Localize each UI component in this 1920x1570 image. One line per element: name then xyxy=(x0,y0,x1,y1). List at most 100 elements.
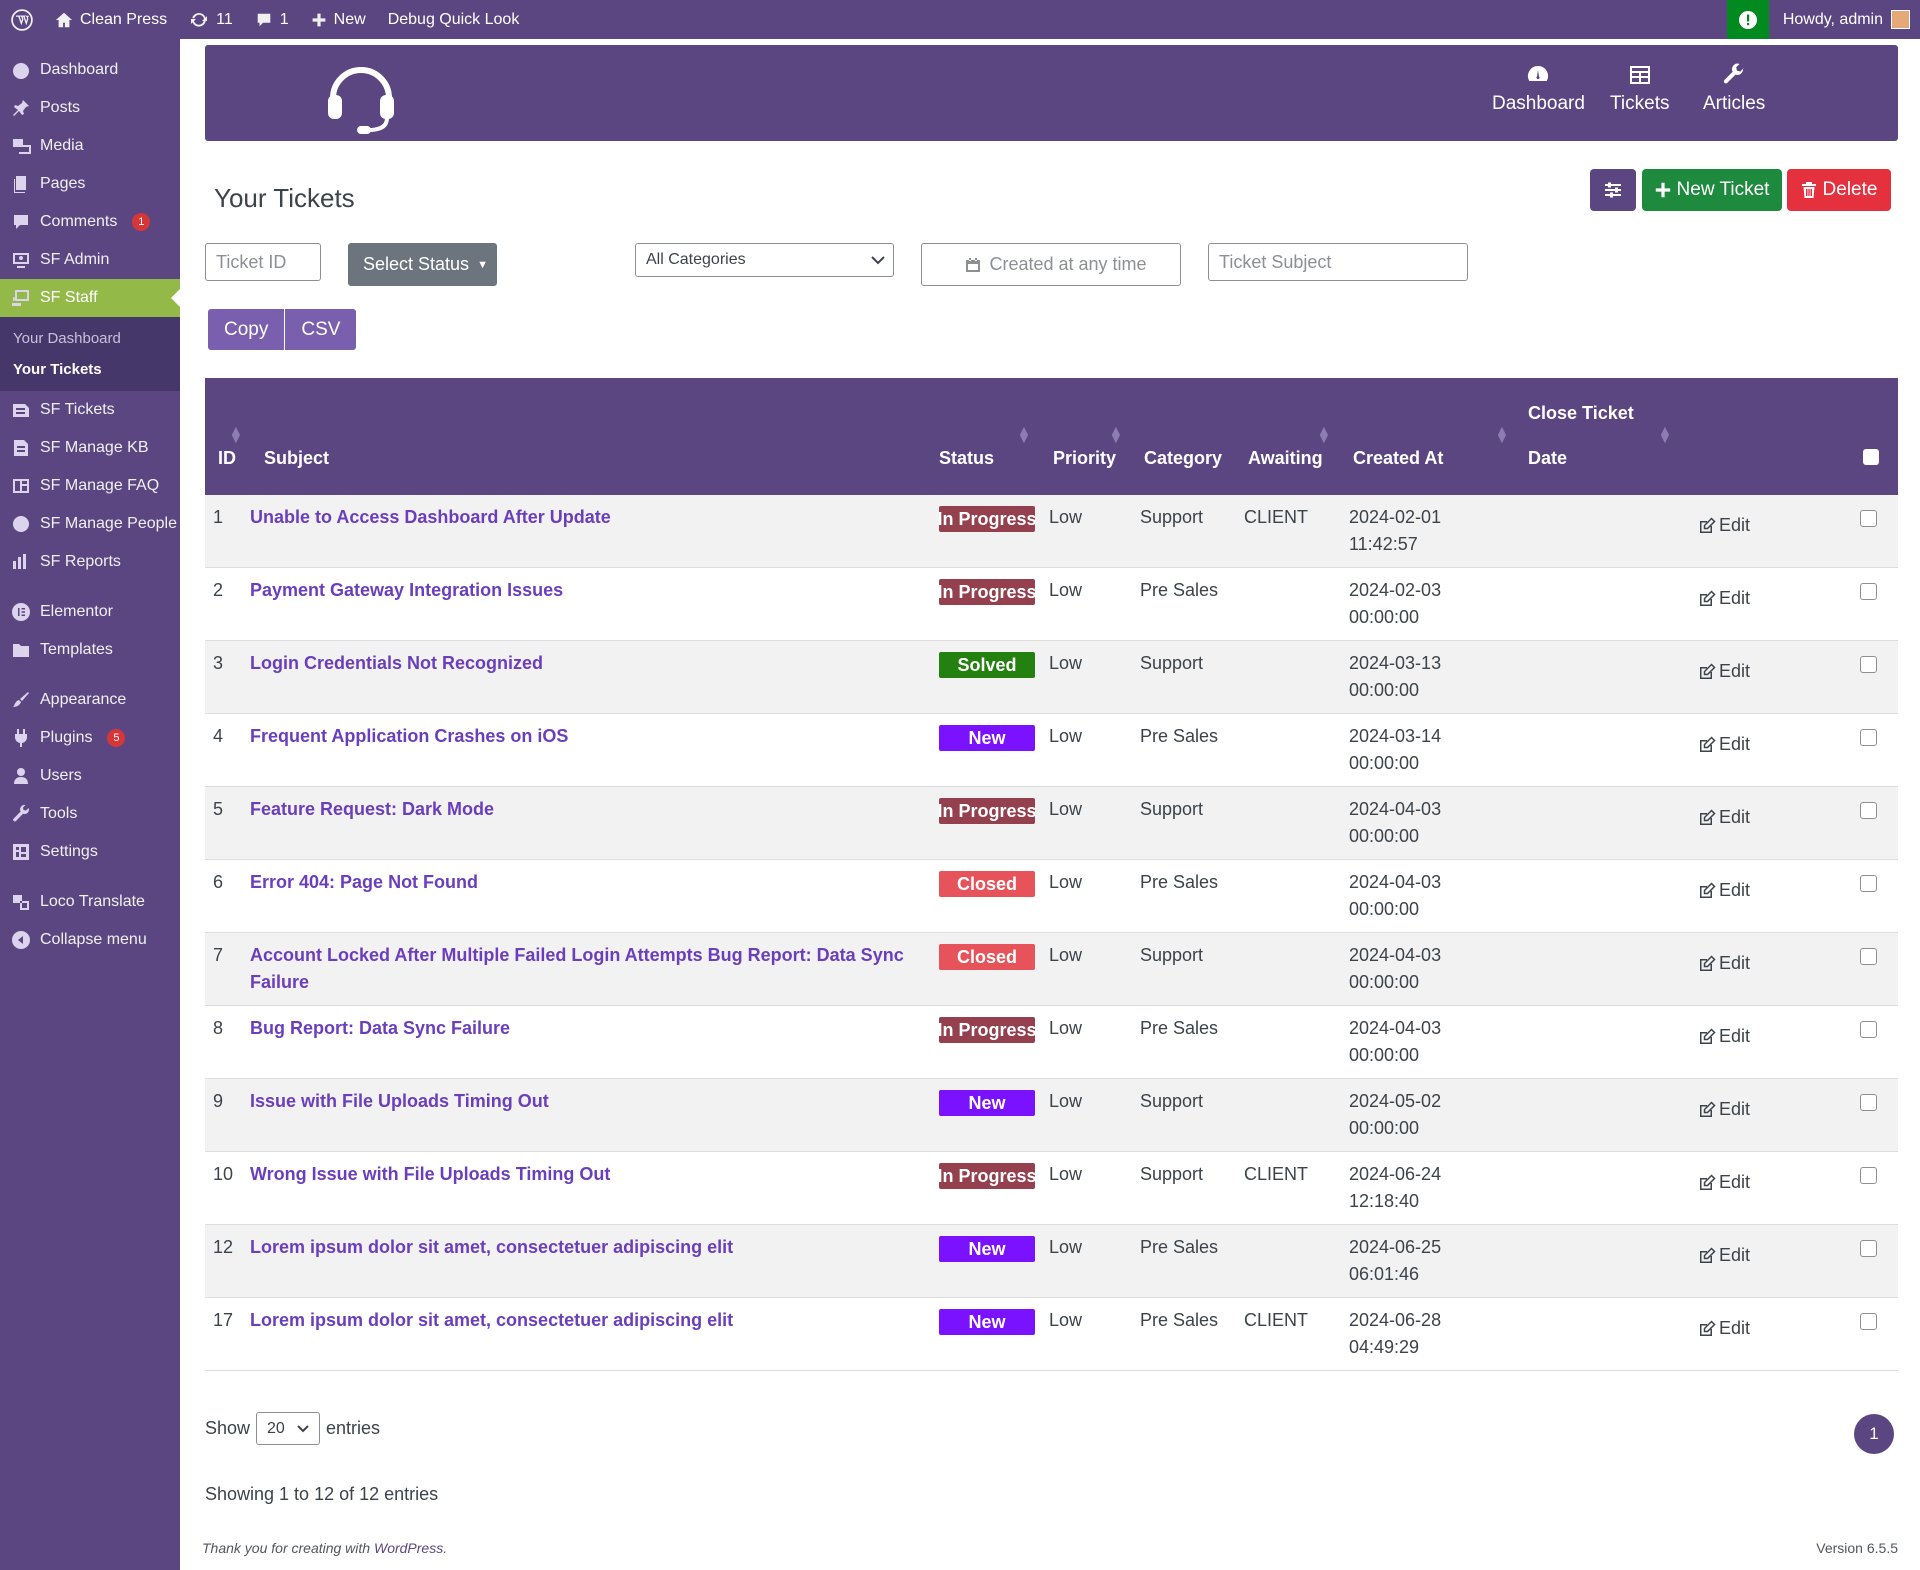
ticket-subject-link[interactable]: Payment Gateway Integration Issues xyxy=(250,580,564,600)
row-checkbox[interactable] xyxy=(1860,875,1877,892)
row-checkbox[interactable] xyxy=(1860,510,1877,527)
sidebar-item-sf-tickets[interactable]: SF Tickets xyxy=(0,391,180,429)
edit-link[interactable]: Edit xyxy=(1698,1318,1750,1339)
submenu-item-your-dashboard[interactable]: Your Dashboard xyxy=(13,330,121,347)
header-awaiting[interactable]: Awaiting xyxy=(1248,448,1323,468)
ticket-subject-input[interactable]: Ticket Subject xyxy=(1208,243,1468,281)
copy-button[interactable]: Copy xyxy=(208,309,286,350)
row-checkbox[interactable] xyxy=(1860,802,1877,819)
hero-nav-articles[interactable]: Articles xyxy=(1703,63,1765,115)
header-category[interactable]: Category xyxy=(1144,448,1223,468)
ticket-subject-link[interactable]: Feature Request: Dark Mode xyxy=(250,799,495,819)
page-button[interactable]: 1 xyxy=(1854,1414,1894,1454)
row-checkbox[interactable] xyxy=(1860,1167,1877,1184)
sidebar-item-comments[interactable]: Comments 1 xyxy=(0,203,180,241)
row-checkbox[interactable] xyxy=(1860,583,1877,600)
sidebar-item-sf-manage-faq[interactable]: SF Manage FAQ xyxy=(0,467,180,505)
sidebar-item-appearance[interactable]: Appearance xyxy=(0,681,180,719)
delete-button[interactable]: Delete xyxy=(1787,169,1891,211)
row-checkbox[interactable] xyxy=(1860,1313,1877,1330)
category-select[interactable]: All Categories xyxy=(635,243,894,277)
edit-link[interactable]: Edit xyxy=(1698,1172,1750,1193)
row-checkbox[interactable] xyxy=(1860,948,1877,965)
edit-link[interactable]: Edit xyxy=(1698,588,1750,609)
sidebar-item-tools[interactable]: Tools xyxy=(0,795,180,833)
row-checkbox[interactable] xyxy=(1860,1240,1877,1257)
sidebar-item-posts[interactable]: Posts xyxy=(0,89,180,127)
sidebar-item-collapse-menu[interactable]: Collapse menu xyxy=(0,921,180,959)
header-status[interactable]: Status xyxy=(939,448,995,468)
ticket-subject-link[interactable]: Bug Report: Data Sync Failure xyxy=(250,1018,511,1038)
page-length-select[interactable]: 20 xyxy=(256,1412,321,1445)
ticket-subject-link[interactable]: Error 404: Page Not Found xyxy=(250,872,479,892)
sort-icon[interactable]: ▲ ▼ xyxy=(1017,422,1031,446)
sidebar-item-sf-reports[interactable]: SF Reports xyxy=(0,543,180,581)
new-content-link[interactable]: New xyxy=(300,0,377,39)
header-priority[interactable]: Priority xyxy=(1053,448,1117,468)
sidebar-item-pages[interactable]: Pages xyxy=(0,165,180,203)
header-subject[interactable]: Subject xyxy=(264,448,330,468)
sort-icon[interactable]: ▲ ▼ xyxy=(229,422,243,446)
header-close-ticket[interactable]: Close Ticket xyxy=(1528,403,1634,423)
sort-icon[interactable]: ▲ ▼ xyxy=(1658,422,1672,446)
comments-link[interactable]: 1 xyxy=(244,0,300,39)
sidebar-item-sf-manage-people[interactable]: SF Manage People xyxy=(0,505,180,543)
edit-link[interactable]: Edit xyxy=(1698,953,1750,974)
sidebar-item-loco-translate[interactable]: Loco Translate xyxy=(0,883,180,921)
edit-link[interactable]: Edit xyxy=(1698,515,1750,536)
site-name-link[interactable]: Clean Press xyxy=(44,0,178,39)
ticket-subject-link[interactable]: Lorem ipsum dolor sit amet, consectetuer… xyxy=(250,1310,734,1330)
ticket-subject-link[interactable]: Unable to Access Dashboard After Update xyxy=(250,507,611,527)
sidebar-item-plugins[interactable]: Plugins 5 xyxy=(0,719,180,757)
row-checkbox[interactable] xyxy=(1860,1021,1877,1038)
edit-link[interactable]: Edit xyxy=(1698,1099,1750,1120)
header-id[interactable]: ID xyxy=(218,448,236,468)
sidebar-item-settings[interactable]: Settings xyxy=(0,833,180,871)
sidebar-item-media[interactable]: Media xyxy=(0,127,180,165)
ticket-subject-link[interactable]: Account Locked After Multiple Failed Log… xyxy=(250,945,904,992)
sidebar-item-templates[interactable]: Templates xyxy=(0,631,180,669)
updates-link[interactable]: 11 xyxy=(178,0,244,39)
hero-nav-tickets[interactable]: Tickets xyxy=(1610,63,1669,115)
edit-link[interactable]: Edit xyxy=(1698,1026,1750,1047)
csv-button[interactable]: CSV xyxy=(285,309,357,350)
wordpress-logo-button[interactable] xyxy=(0,0,44,39)
sort-icon[interactable]: ▲ ▼ xyxy=(1495,422,1509,446)
sort-icon[interactable]: ▲ ▼ xyxy=(1109,422,1123,446)
my-account-link[interactable]: Howdy, admin xyxy=(1769,10,1920,29)
ticket-subject-link[interactable]: Login Credentials Not Recognized xyxy=(250,653,544,673)
select-all-checkbox[interactable] xyxy=(1863,449,1879,465)
row-checkbox[interactable] xyxy=(1860,656,1877,673)
status-badge: Solved xyxy=(939,652,1035,678)
alert-button[interactable] xyxy=(1726,0,1769,39)
created-date-filter[interactable]: Created at any time xyxy=(921,243,1181,286)
ticket-subject-link[interactable]: Lorem ipsum dolor sit amet, consectetuer… xyxy=(250,1237,734,1257)
sidebar-item-sf-admin[interactable]: SF Admin xyxy=(0,241,180,279)
ticket-subject-link[interactable]: Issue with File Uploads Timing Out xyxy=(250,1091,549,1111)
edit-link[interactable]: Edit xyxy=(1698,880,1750,901)
header-date[interactable]: Date xyxy=(1528,448,1568,468)
filter-settings-button[interactable] xyxy=(1590,169,1636,211)
row-checkbox[interactable] xyxy=(1860,1094,1877,1111)
ticket-id-input[interactable]: Ticket ID xyxy=(205,243,321,281)
header-created-at[interactable]: Created At xyxy=(1353,448,1444,468)
sidebar-item-sf-staff[interactable]: SF Staff xyxy=(0,279,180,317)
wordpress-link[interactable]: WordPress xyxy=(373,1540,444,1556)
debug-quick-look-link[interactable]: Debug Quick Look xyxy=(377,0,531,39)
hero-nav-dashboard[interactable]: Dashboard xyxy=(1492,63,1585,115)
sidebar-item-sf-manage-kb[interactable]: SF Manage KB xyxy=(0,429,180,467)
sidebar-item-dashboard[interactable]: Dashboard xyxy=(0,51,180,89)
sidebar-item-elementor[interactable]: Elementor xyxy=(0,593,180,631)
edit-link[interactable]: Edit xyxy=(1698,807,1750,828)
ticket-subject-link[interactable]: Frequent Application Crashes on iOS xyxy=(250,726,569,746)
submenu-item-your-tickets[interactable]: Your Tickets xyxy=(13,361,102,378)
row-checkbox[interactable] xyxy=(1860,729,1877,746)
edit-link[interactable]: Edit xyxy=(1698,734,1750,755)
new-ticket-button[interactable]: New Ticket xyxy=(1642,169,1782,211)
sidebar-item-users[interactable]: Users xyxy=(0,757,180,795)
ticket-subject-link[interactable]: Wrong Issue with File Uploads Timing Out xyxy=(250,1164,611,1184)
status-select-button[interactable]: Select Status ▼ xyxy=(348,243,497,286)
edit-link[interactable]: Edit xyxy=(1698,661,1750,682)
edit-link[interactable]: Edit xyxy=(1698,1245,1750,1266)
sort-icon[interactable]: ▲ ▼ xyxy=(1317,422,1331,446)
